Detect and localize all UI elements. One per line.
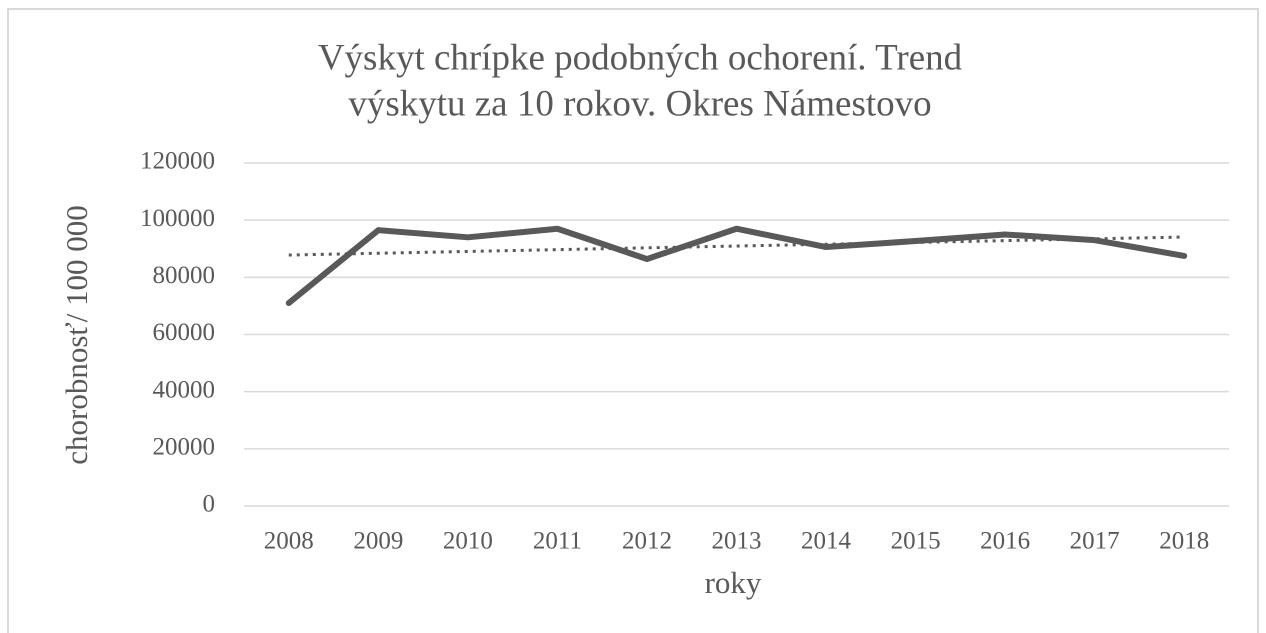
data-line — [285, 225, 1188, 307]
x-tick-label: 2010 — [443, 528, 493, 555]
chart-title: Výskyt chrípke podobných ochorení. Trend — [318, 37, 963, 78]
x-tick-label: 2015 — [891, 528, 941, 555]
y-tick-label: 120000 — [140, 148, 215, 175]
trend-line — [288, 235, 1185, 257]
y-tick-label: 100000 — [140, 205, 215, 232]
x-tick-label: 2018 — [1159, 528, 1209, 555]
y-tick-label: 60000 — [153, 319, 216, 346]
y-tick-label: 40000 — [153, 376, 216, 403]
y-tick-label: 20000 — [153, 434, 216, 461]
x-tick-label: 2008 — [264, 528, 314, 555]
x-tick-label: 2011 — [533, 528, 582, 555]
x-tick-label: 2016 — [980, 528, 1030, 555]
x-axis-label: roky — [705, 565, 762, 600]
y-tick-label: 80000 — [153, 262, 216, 289]
y-tick-label: 0 — [203, 491, 216, 518]
x-tick-label: 2012 — [622, 528, 672, 555]
x-tick-label: 2017 — [1070, 528, 1120, 555]
x-tick-label: 2013 — [712, 528, 762, 555]
chart-title: výskytu za 10 rokov. Okres Námestovo — [348, 83, 931, 124]
x-tick-label: 2009 — [353, 528, 403, 555]
x-tick-label: 2014 — [801, 528, 852, 555]
chart-border — [7, 8, 1259, 633]
y-axis-label: chorobnosť/ 100 000 — [59, 205, 94, 465]
